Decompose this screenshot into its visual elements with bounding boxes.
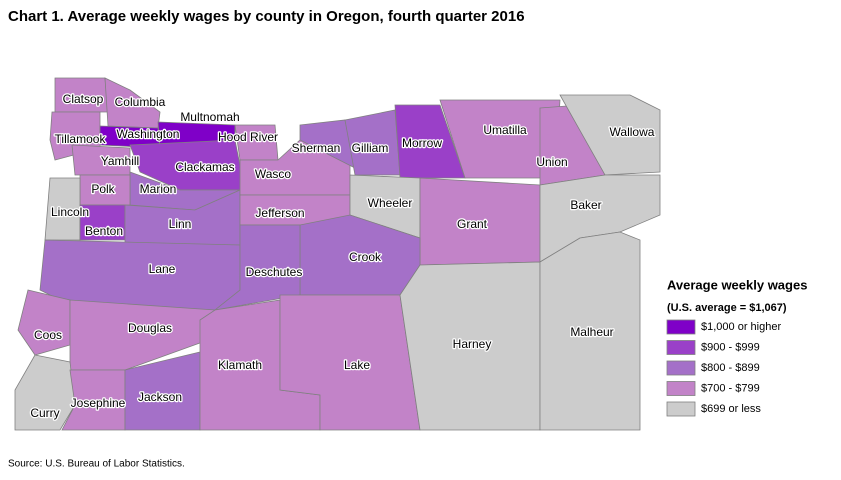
county-label: Hood River — [218, 130, 278, 144]
county-label: Gilliam — [352, 141, 389, 155]
legend-swatch — [666, 319, 696, 335]
county-map — [14, 77, 661, 431]
legend-label: $699 or less — [701, 403, 761, 415]
county-label: Grant — [457, 217, 488, 231]
legend-swatch — [666, 381, 696, 396]
legend-label: $1,000 or higher — [701, 321, 781, 333]
county — [559, 94, 661, 176]
county — [104, 77, 161, 129]
county-label: Jefferson — [255, 206, 304, 220]
county-label: Polk — [91, 182, 115, 196]
county-label: Jackson — [138, 390, 182, 404]
legend-swatch — [666, 360, 696, 376]
county-label: Lake — [344, 358, 370, 372]
legend-label: $700 - $799 — [701, 382, 760, 394]
county-label: Clackamas — [175, 160, 234, 174]
source-note: Source: U.S. Bureau of Labor Statistics. — [8, 459, 185, 470]
county-label: Sherman — [292, 141, 341, 155]
county-label: Curry — [30, 406, 59, 420]
legend-title: Average weekly wages — [667, 277, 807, 292]
county-label: Klamath — [218, 358, 262, 372]
county-label: Benton — [85, 224, 123, 238]
legend-subtitle: (U.S. average = $1,067) — [667, 302, 787, 314]
legend-label: $800 - $899 — [701, 362, 760, 374]
county-label: Baker — [570, 198, 601, 212]
legend-label: $900 - $999 — [701, 341, 760, 353]
county-label: Wheeler — [368, 196, 413, 210]
county-label: Deschutes — [246, 265, 303, 279]
county-labels: Clatsop Columbia Tillamook WashingtonMultno… — [29, 91, 656, 422]
county — [539, 231, 641, 431]
county-label: Malheur — [570, 325, 613, 339]
county-label: Wallowa — [610, 125, 655, 139]
county — [39, 239, 241, 311]
legend-swatch — [666, 401, 696, 417]
legend: $1,000 or higher $900 - $999 $800 - $899 $7… — [666, 319, 781, 417]
county — [61, 369, 126, 431]
county-label: Clatsop — [63, 92, 104, 106]
county-label: Yamhill — [101, 154, 139, 168]
county-label: Marion — [140, 182, 177, 196]
chart-title: Chart 1. Average weekly wages by county … — [8, 8, 525, 25]
county-label: Tillamook — [55, 132, 107, 146]
county-label: Umatilla — [483, 123, 527, 137]
county-label: Wasco — [255, 167, 292, 181]
county — [214, 224, 301, 311]
county-label: Josephine — [71, 396, 126, 410]
county-label: Union — [536, 155, 567, 169]
county-label: Morrow — [402, 136, 442, 150]
county-label: Linn — [169, 217, 192, 231]
county-label: Douglas — [128, 321, 172, 335]
county-label: Coos — [34, 328, 62, 342]
county — [17, 289, 71, 356]
county-label: Harney — [453, 337, 492, 351]
county-label: Washington — [117, 127, 180, 141]
county-label: Crook — [349, 250, 382, 264]
county-label: Lane — [149, 262, 176, 276]
county-label: Lincoln — [51, 205, 89, 219]
legend-swatch — [666, 340, 696, 355]
county-label: Multnomah — [180, 110, 239, 124]
county — [14, 354, 76, 431]
county-label: Columbia — [115, 95, 166, 109]
